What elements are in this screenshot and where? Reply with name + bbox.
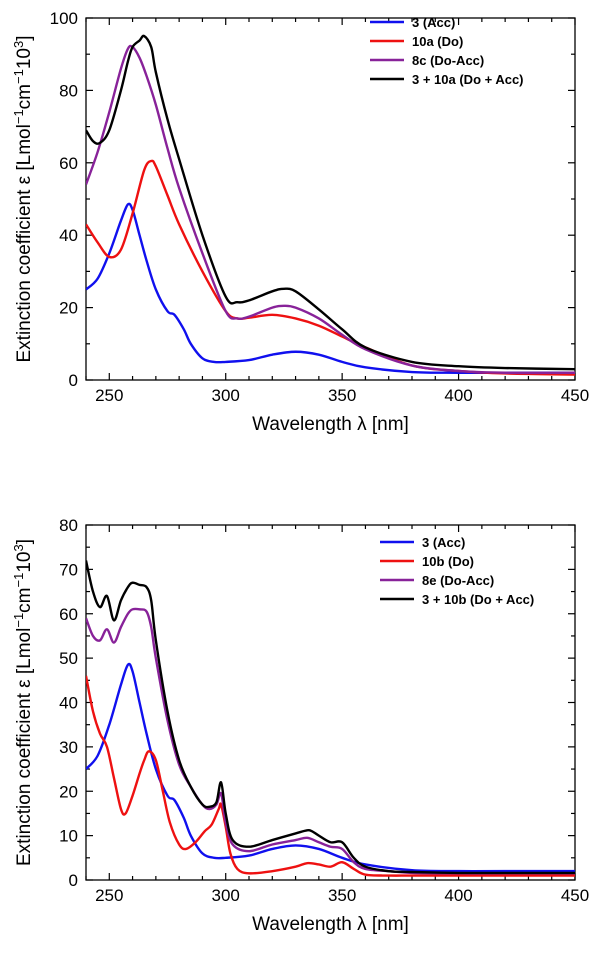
legend: 3 (Acc) 10a (Do) 8c (Do-Acc) 3 + 10a (Do + …	[370, 15, 524, 87]
x-tick-label: 350	[328, 386, 356, 405]
legend-label: 3 + 10b (Do + Acc)	[422, 592, 534, 607]
chart-1: 250 300 350 400 450 0 20 40 60 80 100 Wavelength λ …	[11, 9, 589, 435]
legend-label: 10b (Do)	[422, 554, 474, 569]
x-tick-label: 450	[561, 886, 589, 905]
legend: 3 (Acc) 10b (Do) 8e (Do-Acc) 3 + 10b (Do + …	[380, 535, 534, 607]
y-tick-label: 80	[59, 516, 78, 535]
series-line-4	[86, 34, 575, 371]
x-tick-label: 250	[95, 386, 123, 405]
series-line-1	[86, 202, 575, 375]
legend-label: 10a (Do)	[412, 34, 463, 49]
y-tick-label: 70	[59, 560, 78, 579]
y-tick-label: 40	[59, 226, 78, 245]
y-tick-label: 0	[69, 371, 78, 390]
legend-label: 3 + 10a (Do + Acc)	[412, 72, 524, 87]
y-tick-label: 60	[59, 605, 78, 624]
x-tick-label: 300	[212, 386, 240, 405]
y-tick-label: 40	[59, 694, 78, 713]
series-line-2	[86, 675, 575, 877]
series-line-2	[86, 159, 575, 376]
x-tick-label: 250	[95, 886, 123, 905]
legend-label: 8c (Do-Acc)	[412, 53, 484, 68]
y-axis-label: Extinction coefficient ε [Lmol−1cm−1103]	[11, 539, 35, 866]
y-tick-label: 0	[69, 871, 78, 890]
legend-label: 8e (Do-Acc)	[422, 573, 494, 588]
plot-frame	[85, 524, 576, 881]
y-tick-label: 30	[59, 738, 78, 757]
series-line-1	[86, 662, 575, 873]
series-line-4	[86, 560, 575, 875]
x-tick-label: 300	[212, 886, 240, 905]
y-tick-label: 10	[59, 827, 78, 846]
y-tick-label: 100	[50, 9, 78, 28]
chart-2: 250 300 350 400 450 0 10 20 30 40 50 60 70 80 Waveleng…	[11, 516, 589, 935]
y-tick-label: 20	[59, 299, 78, 318]
series-line-3	[86, 44, 575, 375]
y-tick-label: 60	[59, 154, 78, 173]
x-tick-label: 400	[444, 886, 472, 905]
y-axis-label: Extinction coefficient ε [Lmol−1cm−1103]	[11, 36, 35, 363]
x-axis-label: Wavelength λ [nm]	[252, 414, 409, 435]
y-tick-label: 80	[59, 81, 78, 100]
x-tick-label: 350	[328, 886, 356, 905]
legend-label: 3 (Acc)	[412, 15, 455, 30]
legend-label: 3 (Acc)	[422, 535, 465, 550]
x-tick-label: 400	[444, 386, 472, 405]
y-tick-label: 50	[59, 649, 78, 668]
series-line-3	[86, 607, 575, 875]
y-tick-label: 20	[59, 782, 78, 801]
x-tick-label: 450	[561, 386, 589, 405]
x-axis-label: Wavelength λ [nm]	[252, 914, 409, 935]
